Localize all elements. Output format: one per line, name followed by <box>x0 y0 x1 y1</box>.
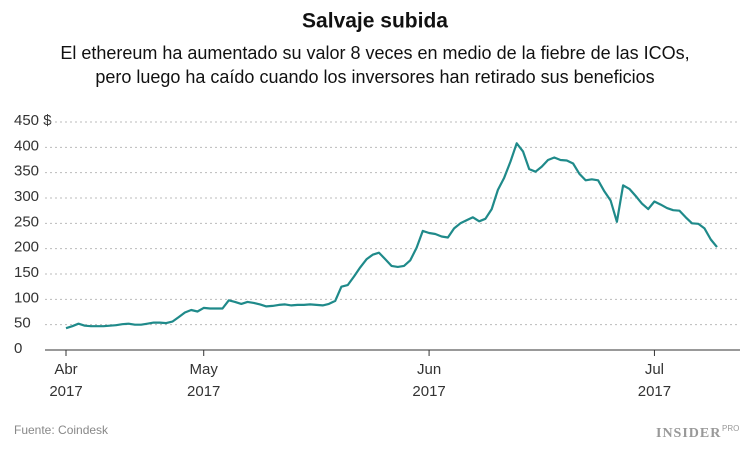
y-tick-label: 50 <box>14 315 31 332</box>
x-tick-label: Jul 2017 <box>638 361 671 400</box>
y-tick-label: 300 <box>14 188 39 205</box>
x-tick-label: May 2017 <box>187 361 220 400</box>
x-tick-label: Jun 2017 <box>412 361 445 400</box>
chart-title: Salvaje subida <box>302 10 448 33</box>
y-tick-label: 350 <box>14 163 39 180</box>
y-tick-label: 150 <box>14 264 39 281</box>
chart-subtitle: pero luego ha caído cuando los inversore… <box>95 67 654 87</box>
y-tick-label: 450 $ <box>14 112 52 129</box>
y-tick-label: 100 <box>14 289 39 306</box>
chart-subtitle: El ethereum ha aumentado su valor 8 vece… <box>60 43 689 63</box>
data-line <box>65 142 718 330</box>
source: Fuente: Coindesk <box>14 423 109 437</box>
x-tick-label: Abr 2017 <box>49 361 82 400</box>
y-tick-label: 250 <box>14 213 39 230</box>
y-tick-label: 400 <box>14 137 39 154</box>
y-tick-label: 200 <box>14 239 39 256</box>
y-tick-label: 0 <box>14 340 22 357</box>
brand-tag: PRO <box>722 424 739 433</box>
brand: INSIDER <box>656 426 721 441</box>
